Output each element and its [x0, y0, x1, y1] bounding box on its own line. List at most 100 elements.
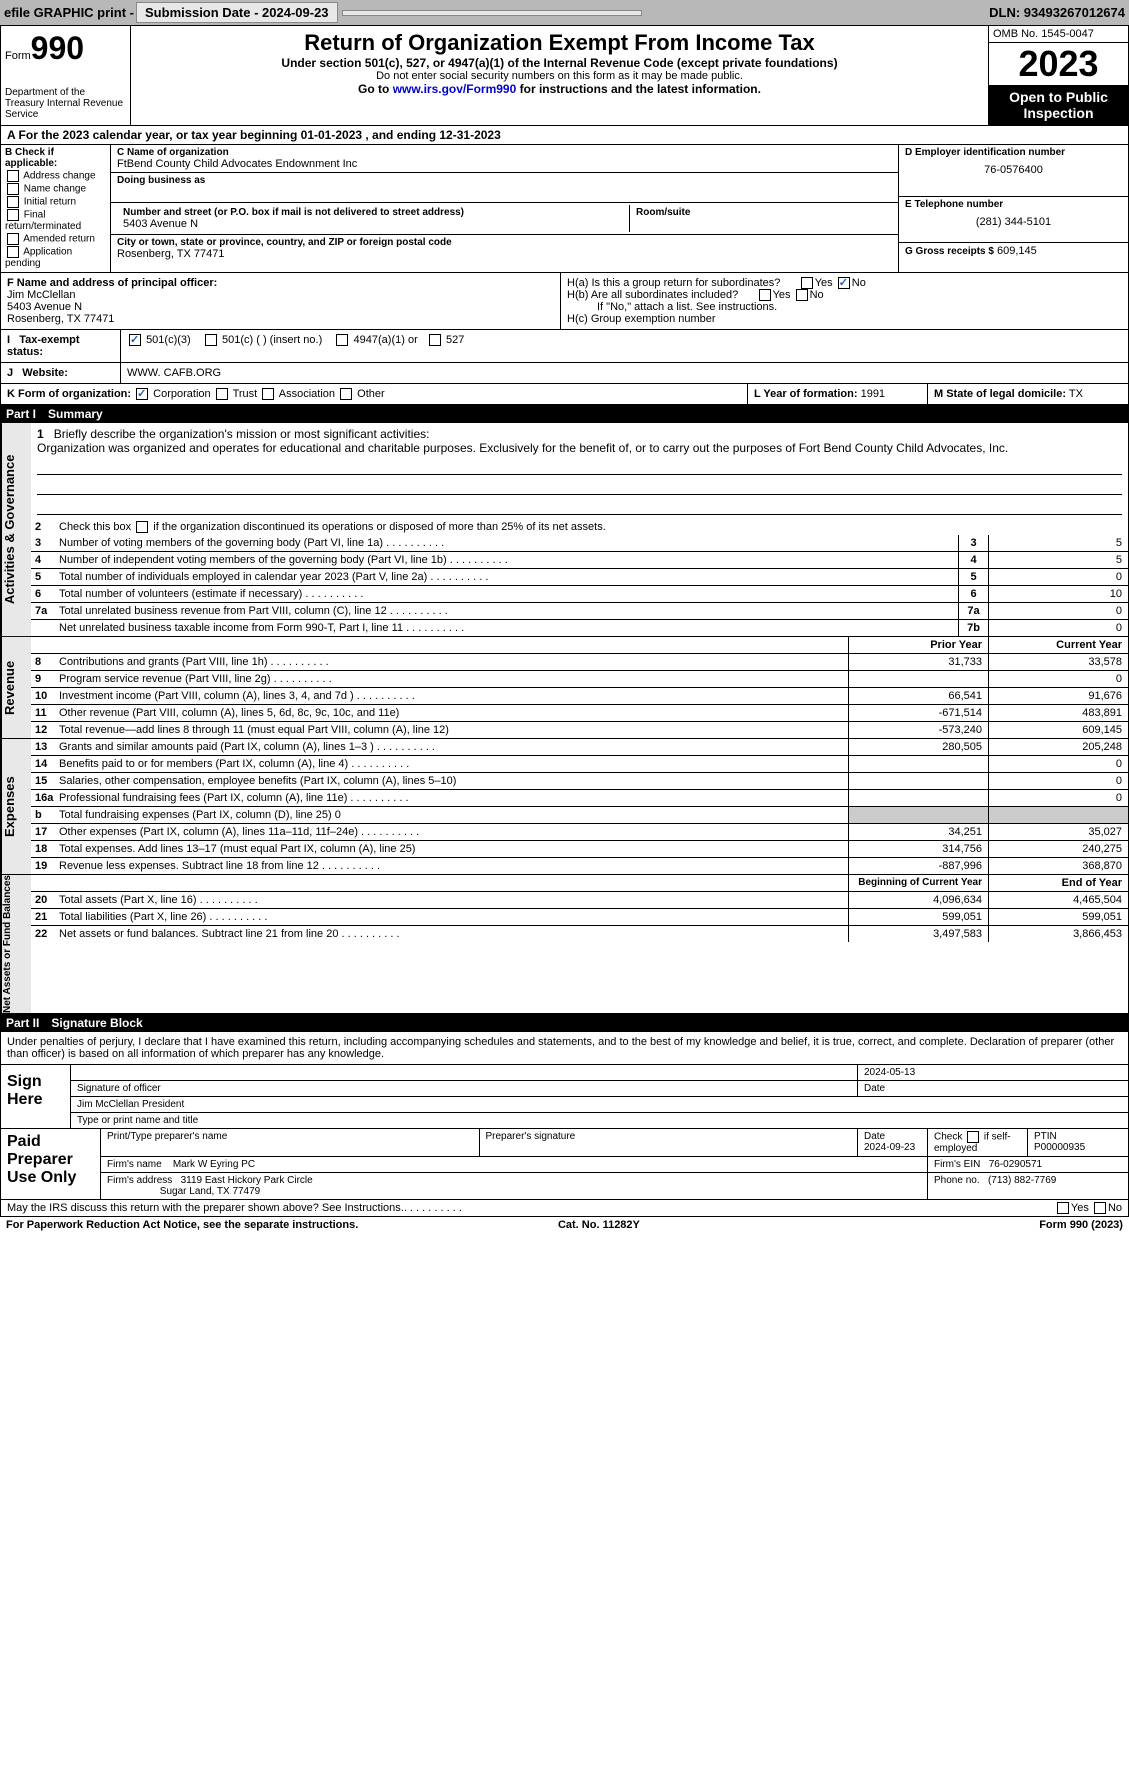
period-line: A For the 2023 calendar year, or tax yea…	[0, 126, 1129, 145]
ein-label: D Employer identification number	[905, 147, 1122, 158]
phone-value: (281) 344-5101	[905, 216, 1122, 228]
box-b-label: B Check if applicable:	[5, 147, 106, 169]
firm-name: Mark W Eyring PC	[173, 1159, 255, 1170]
chk-discuss-no[interactable]	[1094, 1202, 1106, 1214]
paid-preparer-label: Paid Preparer Use Only	[1, 1129, 101, 1199]
hb-note: If "No," attach a list. See instructions…	[567, 301, 1122, 313]
line-2: Check this box if the organization disco…	[55, 519, 1128, 535]
public-inspection: Open to Public Inspection	[989, 85, 1128, 125]
ha-label: H(a) Is this a group return for subordin…	[567, 277, 1122, 289]
chk-name-change[interactable]: Name change	[5, 183, 106, 195]
chk-pending[interactable]: Application pending	[5, 246, 106, 269]
firm-city: Sugar Land, TX 77479	[160, 1186, 260, 1197]
chk-discontinued[interactable]	[136, 521, 148, 533]
ein-value: 76-0576400	[905, 164, 1122, 176]
form-subtitle: Under section 501(c), 527, or 4947(a)(1)…	[135, 56, 984, 70]
website-value: WWW. CAFB.ORG	[121, 363, 1128, 383]
sidebar-ag: Activities & Governance	[1, 423, 31, 636]
state-domicile: TX	[1069, 388, 1083, 400]
chk-assoc[interactable]	[262, 388, 274, 400]
officer-name: Jim McClellan	[7, 289, 75, 301]
firm-ein: 76-0290571	[989, 1159, 1042, 1170]
chk-address-change[interactable]: Address change	[5, 170, 106, 182]
mission-text: Organization was organized and operates …	[37, 441, 1008, 455]
hdr-end: End of Year	[988, 875, 1128, 891]
val-5: 0	[988, 569, 1128, 585]
prep-sig-label: Preparer's signature	[480, 1129, 859, 1156]
addr-value: 5403 Avenue N	[123, 218, 623, 230]
dept-label: Department of the Treasury Internal Reve…	[5, 87, 126, 120]
sidebar-rev: Revenue	[1, 637, 31, 738]
form-ref: Form 990 (2023)	[1039, 1219, 1123, 1231]
net-assets-section: Net Assets or Fund Balances Beginning of…	[0, 875, 1129, 1014]
officer-addr2: Rosenberg, TX 77471	[7, 313, 114, 325]
chk-501c[interactable]	[205, 334, 217, 346]
hc-label: H(c) Group exemption number	[567, 313, 1122, 325]
officer-label: F Name and address of principal officer:	[7, 277, 217, 289]
prep-name-label: Print/Type preparer's name	[101, 1129, 480, 1156]
dba-label: Doing business as	[117, 175, 892, 186]
expenses-section: Expenses 13Grants and similar amounts pa…	[0, 739, 1129, 875]
sidebar-net: Net Assets or Fund Balances	[1, 875, 31, 1013]
chk-other[interactable]	[340, 388, 352, 400]
sig-officer-label: Signature of officer	[71, 1081, 858, 1096]
section-a: B Check if applicable: Address change Na…	[0, 145, 1129, 273]
val-7b: 0	[988, 620, 1128, 636]
chk-initial-return[interactable]: Initial return	[5, 196, 106, 208]
self-employed: Check if self-employed	[928, 1129, 1028, 1156]
chk-final-return[interactable]: Final return/terminated	[5, 209, 106, 232]
declaration-text: Under penalties of perjury, I declare th…	[0, 1032, 1129, 1065]
phone-label: E Telephone number	[905, 199, 1122, 210]
blank-button[interactable]	[342, 10, 642, 16]
hdr-curr: Current Year	[988, 637, 1128, 653]
val-6: 10	[988, 586, 1128, 602]
name-title-label: Type or print name and title	[71, 1113, 1128, 1128]
irs-link[interactable]: www.irs.gov/Form990	[393, 82, 517, 96]
omb-number: OMB No. 1545-0047	[989, 26, 1128, 43]
row-i: I Tax-exempt status: 501(c)(3) 501(c) ( …	[0, 330, 1129, 363]
form-number: 990	[31, 30, 84, 66]
gross-label: G Gross receipts $	[905, 246, 994, 257]
line-3: Number of voting members of the governin…	[55, 535, 958, 551]
ptin-value: P00000935	[1034, 1142, 1085, 1153]
chk-corp[interactable]	[136, 388, 148, 400]
submission-date-button[interactable]: Submission Date - 2024-09-23	[136, 2, 338, 23]
val-3: 5	[988, 535, 1128, 551]
goto-line: Go to www.irs.gov/Form990 for instructio…	[135, 82, 984, 96]
sign-here-label: Sign Here	[1, 1065, 71, 1128]
footer-row: For Paperwork Reduction Act Notice, see …	[0, 1217, 1129, 1233]
discuss-row: May the IRS discuss this return with the…	[0, 1200, 1129, 1217]
row-klm: K Form of organization: Corporation Trus…	[0, 384, 1129, 405]
chk-4947[interactable]	[336, 334, 348, 346]
paid-preparer-block: Paid Preparer Use Only Print/Type prepar…	[0, 1129, 1129, 1200]
chk-trust[interactable]	[216, 388, 228, 400]
activities-governance-section: Activities & Governance 1 Briefly descri…	[0, 423, 1129, 637]
org-name: FtBend County Child Advocates Endownment…	[117, 158, 892, 170]
firm-addr: 3119 East Hickory Park Circle	[181, 1175, 313, 1186]
suite-label: Room/suite	[636, 207, 886, 218]
chk-527[interactable]	[429, 334, 441, 346]
form-word: Form	[5, 50, 31, 62]
sign-date: 2024-05-13	[858, 1065, 1128, 1080]
chk-discuss-yes[interactable]	[1057, 1202, 1069, 1214]
row-f-h: F Name and address of principal officer:…	[0, 273, 1129, 330]
efile-label: efile GRAPHIC print -	[4, 5, 134, 20]
line-1: 1 Briefly describe the organization's mi…	[31, 423, 1128, 519]
firm-phone: (713) 882-7769	[988, 1175, 1056, 1186]
gross-value: 609,145	[997, 245, 1037, 257]
revenue-section: Revenue Prior YearCurrent Year 8Contribu…	[0, 637, 1129, 739]
addr-label: Number and street (or P.O. box if mail i…	[123, 207, 623, 218]
part1-header: Part I Summary	[0, 405, 1129, 423]
form-header: Form990 Department of the Treasury Inter…	[0, 25, 1129, 126]
chk-501c3[interactable]	[129, 334, 141, 346]
org-name-label: C Name of organization	[117, 147, 892, 158]
val-7a: 0	[988, 603, 1128, 619]
hdr-beg: Beginning of Current Year	[848, 875, 988, 891]
val-4: 5	[988, 552, 1128, 568]
officer-name-title: Jim McClellan President	[71, 1097, 1128, 1112]
chk-amended[interactable]: Amended return	[5, 233, 106, 245]
year-formation: 1991	[861, 388, 885, 400]
dln-label: DLN: 93493267012674	[989, 5, 1125, 20]
tax-year: 2023	[989, 43, 1128, 85]
hb-label: H(b) Are all subordinates included? Yes …	[567, 289, 1122, 301]
